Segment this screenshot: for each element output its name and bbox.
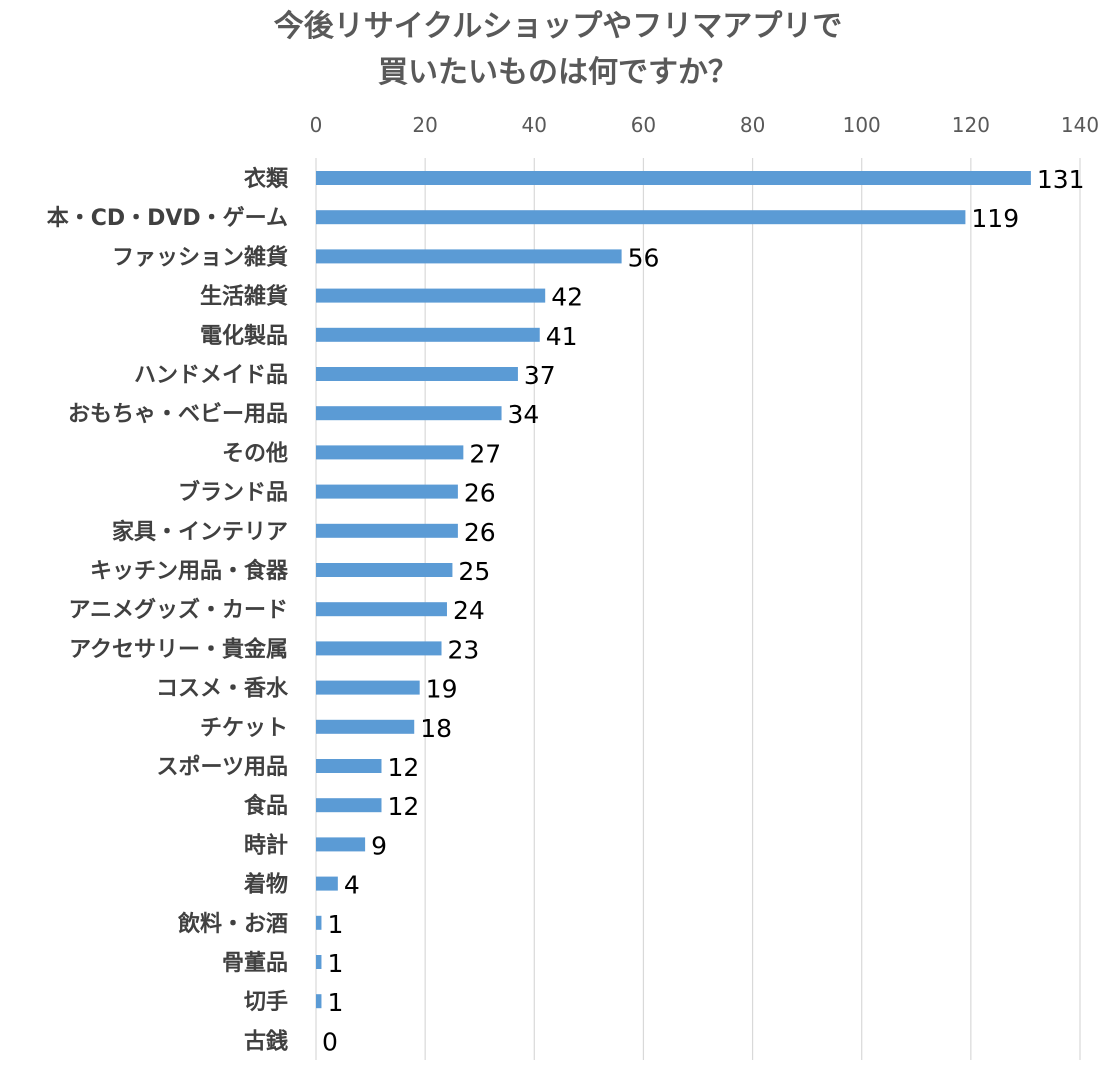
data-label: 27	[469, 439, 501, 468]
chart-title-line-2: 買いたいものは何ですか？	[378, 55, 738, 90]
bars	[316, 171, 1031, 1009]
chart-title-line-1: 今後リサイクルショップやフリマアプリで	[273, 9, 843, 44]
bar	[316, 837, 366, 852]
data-label: 26	[464, 479, 496, 508]
category-label: 着物	[243, 872, 288, 898]
data-label: 41	[546, 322, 578, 351]
bar	[316, 759, 382, 773]
bar	[316, 327, 540, 342]
bar	[316, 367, 518, 381]
x-tick-label: 40	[522, 113, 547, 137]
chart-title: 今後リサイクルショップやフリマアプリで 買いたいものは何ですか？	[0, 4, 1116, 96]
gridlines	[315, 158, 1081, 1060]
x-tick-label: 120	[952, 113, 990, 137]
data-label: 131	[1037, 165, 1085, 194]
category-label: キッチン用品・食器	[90, 558, 289, 584]
data-label: 12	[387, 753, 419, 782]
data-label: 4	[344, 871, 360, 900]
category-label: その他	[222, 441, 288, 466]
category-label: コスメ・香水	[156, 677, 289, 702]
category-label: 切手	[244, 990, 288, 1015]
bar	[316, 602, 447, 617]
data-label: 26	[464, 518, 496, 547]
category-label: 本・CD・DVD・ゲーム	[47, 206, 288, 231]
category-label: 骨董品	[222, 951, 288, 976]
category-label: 飲料・お酒	[177, 911, 288, 937]
data-label: 37	[524, 361, 556, 390]
data-label: 18	[420, 714, 452, 743]
data-label: 42	[551, 283, 583, 312]
bar	[316, 445, 464, 460]
bar	[316, 249, 622, 264]
data-label: 0	[322, 1027, 338, 1056]
x-axis-ticks: 0 20 40 60 80 100 120 140	[310, 113, 1099, 137]
category-label: 食品	[244, 793, 288, 819]
category-label: 衣類	[244, 166, 289, 192]
x-tick-label: 80	[740, 113, 765, 137]
x-tick-label: 60	[631, 113, 656, 137]
data-label: 23	[448, 635, 480, 664]
category-label: 生活雑貨	[200, 284, 288, 310]
category-label: ファッション雑貨	[112, 244, 288, 270]
x-tick-label: 20	[412, 113, 437, 137]
category-label: 家具・インテリア	[112, 519, 288, 545]
bar	[316, 994, 322, 1009]
x-tick-label: 100	[843, 113, 881, 137]
bar	[316, 798, 382, 813]
data-label: 1	[327, 988, 343, 1017]
bar	[316, 171, 1031, 185]
x-tick-label: 0	[310, 113, 323, 137]
category-label: スポーツ用品	[156, 754, 288, 780]
data-label: 9	[371, 831, 387, 860]
data-label: 34	[508, 400, 540, 429]
bar	[316, 955, 322, 969]
data-label: 56	[628, 243, 660, 272]
category-label: ハンドメイド品	[134, 363, 288, 388]
category-label: 古銭	[244, 1028, 288, 1054]
category-label: アニメグッズ・カード	[68, 597, 288, 623]
data-label: 25	[458, 557, 490, 586]
data-label: 19	[426, 675, 458, 704]
bar	[316, 288, 546, 303]
bar	[316, 719, 415, 734]
data-label: 12	[387, 792, 419, 821]
data-label: 1	[327, 910, 343, 939]
data-labels: 1311195642413734272626252423191812129411…	[322, 165, 1085, 1056]
bar	[316, 641, 442, 656]
category-labels: 衣類本・CD・DVD・ゲームファッション雑貨生活雑貨電化製品ハンドメイド品おもち…	[47, 166, 289, 1054]
x-tick-label: 140	[1061, 113, 1099, 137]
bar	[316, 523, 458, 538]
bar	[316, 563, 453, 577]
data-label: 24	[453, 596, 485, 625]
bar	[316, 876, 338, 891]
bar	[316, 210, 966, 225]
bar	[316, 484, 458, 499]
category-label: おもちゃ・ベビー用品	[68, 402, 288, 427]
bar	[316, 915, 322, 930]
category-label: チケット	[200, 716, 288, 741]
bar	[316, 680, 420, 695]
bar	[316, 406, 502, 421]
category-label: アクセサリー・貴金属	[69, 636, 288, 662]
data-label: 119	[971, 204, 1019, 233]
category-label: 時計	[244, 832, 288, 858]
data-label: 1	[327, 949, 343, 978]
category-label: ブランド品	[178, 480, 288, 506]
category-label: 電化製品	[200, 323, 288, 349]
